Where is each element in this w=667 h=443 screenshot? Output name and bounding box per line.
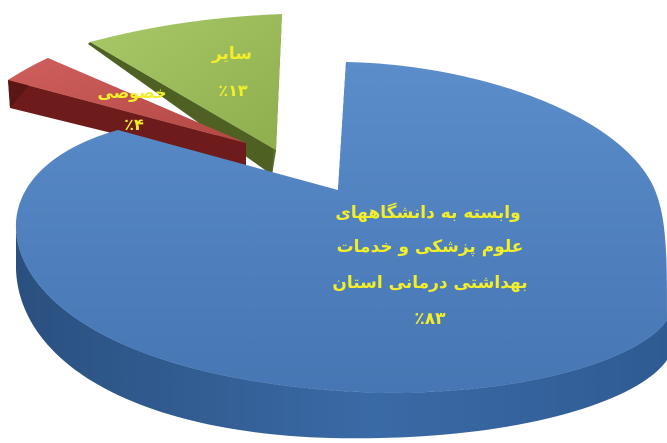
slice-university: وابسته به دانشگاههای علوم پزشکی و خدمات … — [15, 62, 667, 439]
slice-university-side — [16, 230, 667, 439]
slice-university-top — [15, 62, 667, 393]
slice-private: خصوصی ٪۴ — [8, 58, 246, 166]
slice-university-label-line-1: وابسته به دانشگاههای — [335, 202, 520, 223]
slice-other-label: سایر — [211, 44, 252, 64]
slice-private-label: خصوصی — [98, 83, 167, 102]
slice-private-top — [8, 58, 246, 143]
slice-university-value: ٪۸۳ — [414, 309, 446, 329]
slice-university-label-line-3: بهداشتی درمانی استان — [332, 273, 527, 293]
slice-private-side — [8, 80, 246, 166]
slice-university-label-line-2: علوم پزشکی و خدمات — [337, 237, 524, 257]
slice-private-value: ٪۴ — [124, 115, 144, 134]
slice-other-top — [90, 14, 282, 150]
slice-other-value: ٪۱۳ — [218, 81, 248, 100]
